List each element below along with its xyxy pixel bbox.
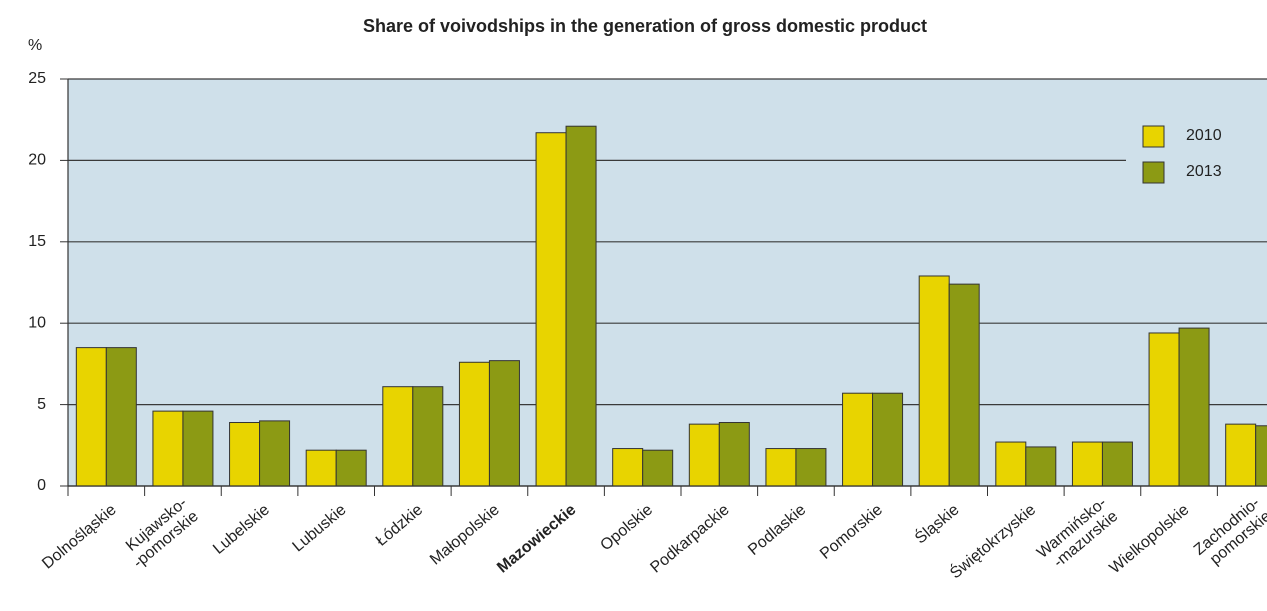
y-tick-label: 5 [37, 396, 46, 413]
bar [229, 422, 261, 487]
bar [382, 386, 414, 487]
y-tick-label: 25 [28, 70, 46, 87]
bar [795, 448, 827, 487]
bar [535, 132, 567, 487]
bar [458, 361, 490, 487]
bar [105, 347, 137, 487]
legend-swatch [1142, 161, 1165, 184]
y-tick-label: 20 [28, 152, 46, 169]
bar [642, 449, 674, 487]
bar [1101, 441, 1133, 487]
bar [75, 347, 107, 487]
bar [612, 448, 644, 487]
y-axis-label: % [28, 37, 42, 54]
x-tick-label: Śląskie [911, 500, 963, 548]
x-tick-label: Wielkopolskie [1106, 501, 1192, 577]
bar [1071, 441, 1103, 487]
bar [335, 449, 367, 487]
x-tick-label: Lubelskie [210, 501, 273, 558]
x-tick-label: Kujawsko--pomorskie [119, 494, 202, 571]
bar [412, 386, 444, 487]
bar [259, 420, 291, 487]
bar [1178, 327, 1210, 487]
bar [995, 441, 1027, 487]
bar [1225, 423, 1257, 487]
x-tick-label: Podkarpackie [647, 501, 732, 576]
bar [182, 410, 214, 487]
bar [1025, 446, 1057, 487]
y-tick-label: 15 [28, 233, 46, 250]
y-tick-label: 0 [37, 477, 46, 494]
legend-label: 2010 [1186, 127, 1222, 144]
y-tick-label: 10 [28, 314, 46, 331]
bar [872, 392, 904, 487]
x-tick-label: Dolnośląskie [39, 501, 120, 572]
x-tick-label: Opolskie [597, 501, 656, 554]
x-tick-label: Małopolskie [427, 501, 503, 568]
x-tick-label: Zachodnio-pomorskie [1191, 494, 1267, 572]
bar [718, 422, 750, 487]
x-tick-label: Podlaskie [745, 501, 809, 559]
bar [688, 423, 720, 487]
x-tick-label: Mazowieckie [494, 501, 579, 576]
x-tick-label: Lubuskie [289, 501, 349, 555]
bar [842, 392, 874, 487]
bar [152, 410, 184, 487]
x-tick-label: Łódzkie [373, 501, 426, 550]
plot-area [68, 79, 1267, 486]
bar [948, 283, 980, 487]
bar [918, 275, 950, 487]
bar [565, 125, 597, 487]
bar [1255, 425, 1267, 487]
bar [488, 360, 520, 487]
bar [1148, 332, 1180, 487]
x-tick-label: Pomorskie [817, 501, 886, 563]
chart-title: Share of voivodships in the generation o… [363, 16, 927, 36]
legend-label: 2013 [1186, 163, 1222, 180]
bar [765, 448, 797, 487]
bar [305, 449, 337, 487]
legend-swatch [1142, 125, 1165, 148]
